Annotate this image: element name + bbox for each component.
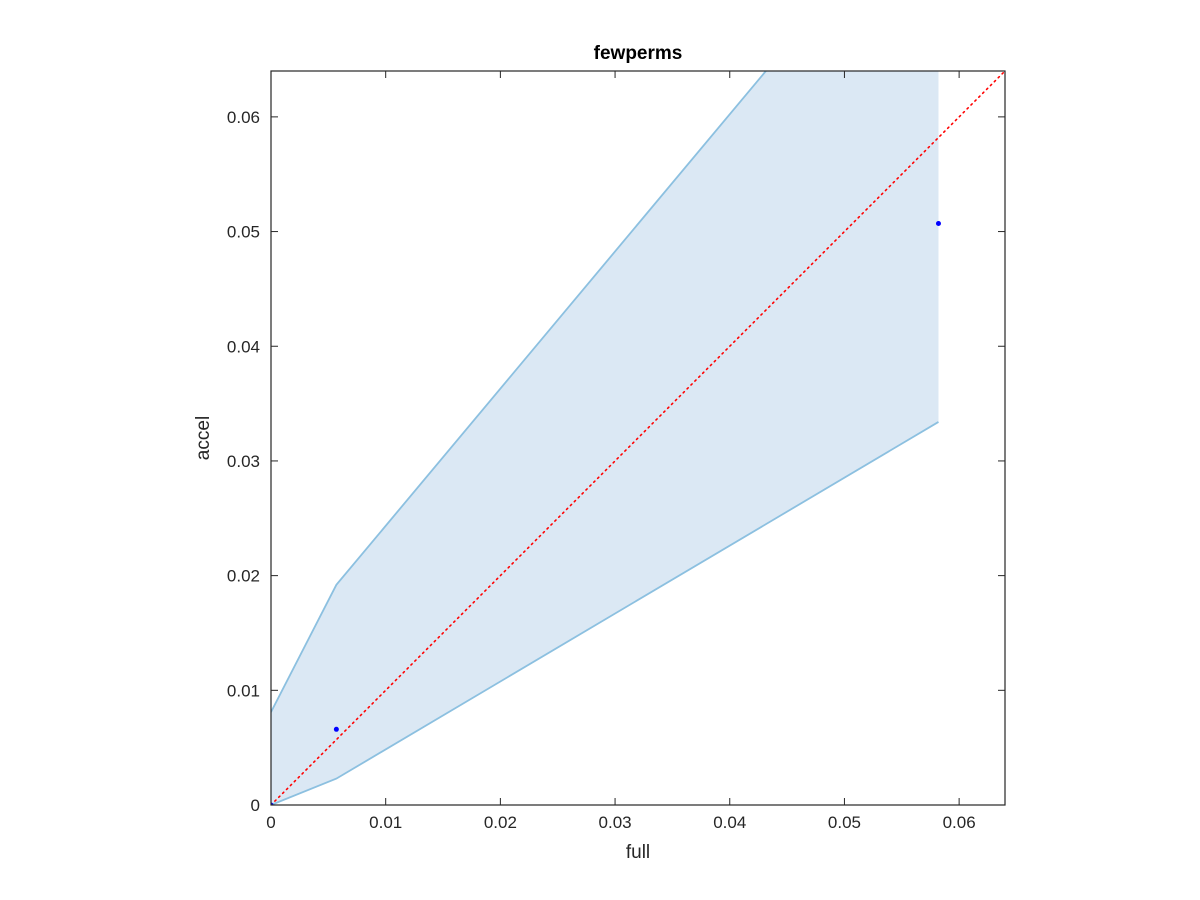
data-point [935,221,941,227]
y-tick-label: 0.05 [227,223,260,242]
y-tick-label: 0.04 [227,337,260,356]
data-layer [271,71,1005,805]
x-axis-label: full [626,842,650,863]
axes-frame [270,70,1006,806]
tick-layer: 0 0.01 0.02 0.03 0.04 0.05 0.06 0 0.01 0.02 0.03 0.… [227,71,1005,832]
y-axis-label: accel [193,416,214,460]
data-point [333,726,339,732]
x-tick-label: 0.05 [828,813,861,832]
x-tick-label: 0.01 [369,813,402,832]
band-upper-edge [271,71,768,713]
x-tick-label: 0 [266,813,275,832]
data-point [271,802,274,805]
x-tick-label: 0.04 [713,813,746,832]
band-lower-edge [271,421,939,805]
y-tick-label: 0.02 [227,567,260,586]
y-tick-label: 0.03 [227,452,260,471]
x-tick-label: 0.03 [599,813,632,832]
confidence-band [271,71,939,805]
reference-line [271,71,1005,805]
y-tick-label: 0 [251,796,260,815]
y-tick-label: 0.06 [227,108,260,127]
chart-title: fewperms [594,43,683,64]
x-tick-label: 0.06 [943,813,976,832]
y-tick-label: 0.01 [227,681,260,700]
x-tick-label: 0.02 [484,813,517,832]
